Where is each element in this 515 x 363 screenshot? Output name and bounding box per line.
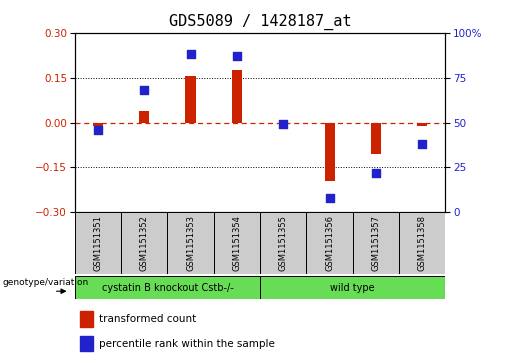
- Bar: [214, 212, 260, 274]
- Bar: [260, 212, 306, 274]
- Bar: [324, 123, 335, 181]
- Bar: [417, 123, 427, 126]
- Bar: [75, 212, 121, 274]
- Text: GSM1151351: GSM1151351: [93, 215, 102, 271]
- Bar: [399, 212, 445, 274]
- Point: [279, 121, 287, 127]
- Point: [94, 127, 102, 132]
- Point: [233, 53, 241, 59]
- Bar: [306, 212, 353, 274]
- Bar: [185, 76, 196, 123]
- Text: GSM1151355: GSM1151355: [279, 215, 288, 271]
- Bar: [260, 276, 445, 299]
- Bar: [232, 70, 242, 123]
- Text: GSM1151356: GSM1151356: [325, 215, 334, 271]
- Title: GDS5089 / 1428187_at: GDS5089 / 1428187_at: [169, 14, 351, 30]
- Text: GSM1151353: GSM1151353: [186, 215, 195, 271]
- Text: wild type: wild type: [331, 283, 375, 293]
- Bar: [80, 336, 93, 351]
- Text: transformed count: transformed count: [99, 314, 196, 324]
- Text: cystatin B knockout Cstb-/-: cystatin B knockout Cstb-/-: [101, 283, 233, 293]
- Point: [186, 51, 195, 57]
- Bar: [80, 311, 93, 327]
- Bar: [353, 212, 399, 274]
- Bar: [278, 123, 288, 124]
- Bar: [93, 123, 103, 126]
- Point: [140, 87, 148, 93]
- Text: GSM1151357: GSM1151357: [371, 215, 381, 271]
- Text: percentile rank within the sample: percentile rank within the sample: [99, 339, 274, 348]
- Bar: [139, 110, 149, 123]
- Point: [325, 195, 334, 201]
- Point: [372, 170, 380, 176]
- Text: GSM1151354: GSM1151354: [232, 215, 242, 271]
- Text: GSM1151352: GSM1151352: [140, 215, 149, 271]
- Bar: [121, 212, 167, 274]
- Bar: [371, 123, 381, 154]
- Bar: [75, 276, 260, 299]
- Text: genotype/variation: genotype/variation: [2, 278, 89, 287]
- Text: GSM1151358: GSM1151358: [418, 215, 427, 271]
- Bar: [167, 212, 214, 274]
- Point: [418, 141, 426, 147]
